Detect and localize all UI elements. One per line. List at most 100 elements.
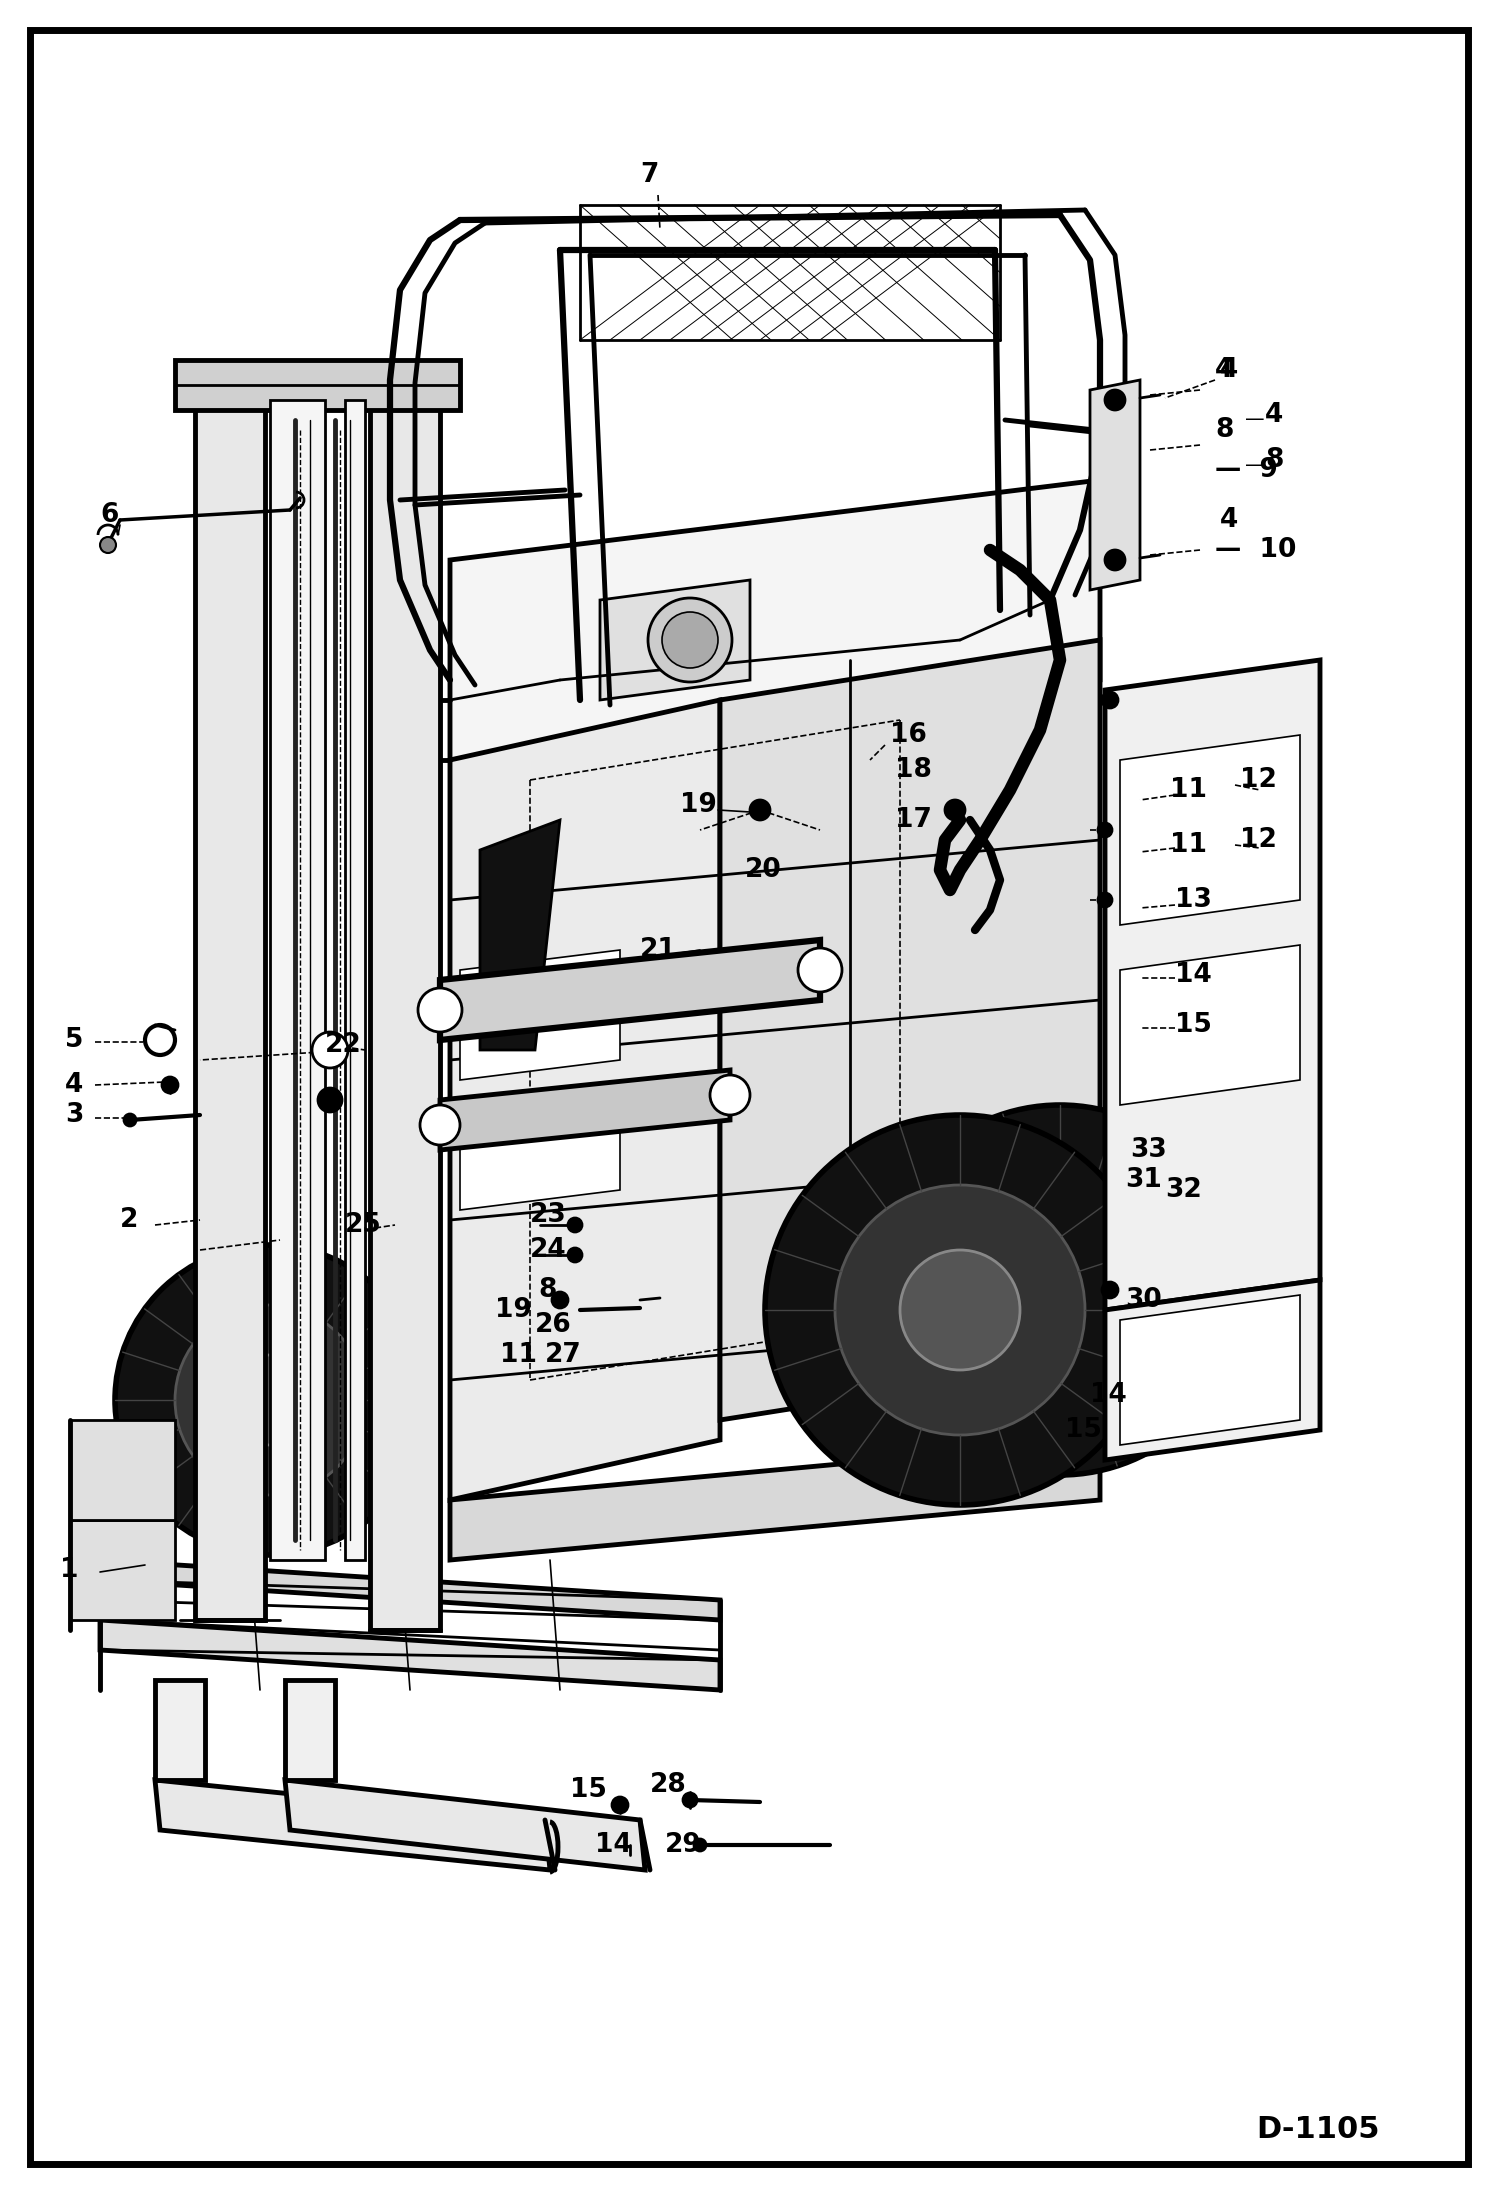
Text: 8: 8: [1215, 417, 1233, 443]
Polygon shape: [1106, 1279, 1320, 1459]
Circle shape: [312, 1031, 348, 1068]
Text: 11: 11: [1170, 777, 1207, 803]
Circle shape: [945, 801, 965, 821]
Circle shape: [694, 1839, 706, 1852]
Text: 28: 28: [650, 1773, 686, 1799]
Polygon shape: [270, 399, 325, 1560]
Text: 5: 5: [64, 1027, 84, 1053]
Text: 6: 6: [100, 502, 118, 529]
Text: D-1105: D-1105: [1257, 2115, 1380, 2144]
Circle shape: [834, 1185, 1085, 1435]
Circle shape: [162, 1077, 178, 1093]
Text: 15: 15: [1174, 1011, 1212, 1038]
Polygon shape: [70, 1420, 175, 1520]
Text: 3: 3: [64, 1101, 84, 1128]
Text: 19: 19: [680, 792, 718, 818]
Circle shape: [115, 1244, 425, 1556]
Polygon shape: [100, 1560, 721, 1619]
Text: 11: 11: [500, 1343, 536, 1369]
Polygon shape: [285, 1681, 336, 1779]
Text: 14: 14: [1091, 1382, 1126, 1409]
Text: 27: 27: [545, 1343, 581, 1369]
Text: —  9: — 9: [1215, 456, 1278, 483]
Circle shape: [875, 1106, 1245, 1474]
Text: 8: 8: [538, 1277, 556, 1303]
Text: 31: 31: [1125, 1167, 1162, 1194]
Circle shape: [649, 599, 733, 682]
Circle shape: [419, 1106, 460, 1145]
Text: 32: 32: [1165, 1176, 1201, 1202]
Polygon shape: [601, 579, 750, 700]
Text: 21: 21: [640, 937, 677, 963]
Text: 14: 14: [1174, 961, 1212, 987]
Polygon shape: [100, 1619, 721, 1689]
Polygon shape: [175, 360, 460, 410]
Text: 23: 23: [530, 1202, 566, 1229]
Text: 24: 24: [530, 1237, 566, 1264]
Polygon shape: [370, 380, 440, 1630]
Text: 11: 11: [1170, 832, 1207, 858]
Circle shape: [124, 1115, 136, 1126]
Text: 4: 4: [1219, 507, 1239, 533]
Text: 25: 25: [345, 1211, 382, 1237]
Circle shape: [683, 1792, 697, 1808]
Polygon shape: [460, 950, 620, 1079]
Text: 4: 4: [1215, 358, 1233, 384]
Polygon shape: [440, 939, 819, 1040]
Text: 19: 19: [494, 1297, 532, 1323]
Circle shape: [100, 538, 115, 553]
Circle shape: [225, 1356, 315, 1446]
Circle shape: [662, 612, 718, 667]
Polygon shape: [1091, 380, 1140, 590]
Circle shape: [900, 1251, 1020, 1369]
Text: 4: 4: [1264, 402, 1284, 428]
Circle shape: [568, 1248, 583, 1262]
Text: 29: 29: [665, 1832, 701, 1858]
Polygon shape: [195, 371, 265, 1619]
Polygon shape: [1106, 660, 1320, 1310]
Circle shape: [750, 801, 770, 821]
Circle shape: [1106, 551, 1125, 570]
Polygon shape: [1121, 946, 1300, 1106]
Polygon shape: [449, 1439, 1100, 1560]
Text: 8: 8: [1264, 448, 1284, 474]
Polygon shape: [345, 399, 366, 1560]
Polygon shape: [1121, 735, 1300, 926]
Circle shape: [1098, 893, 1112, 906]
Polygon shape: [460, 1110, 620, 1211]
Polygon shape: [440, 1071, 730, 1150]
Polygon shape: [449, 700, 721, 1501]
Circle shape: [1103, 1281, 1118, 1299]
Text: 18: 18: [894, 757, 932, 783]
Text: 26: 26: [535, 1312, 572, 1338]
Circle shape: [551, 1292, 568, 1308]
Text: 4: 4: [1219, 358, 1239, 384]
Circle shape: [175, 1305, 366, 1494]
Circle shape: [318, 1088, 342, 1112]
Polygon shape: [70, 1520, 175, 1619]
Circle shape: [710, 1075, 750, 1115]
Polygon shape: [721, 641, 1100, 1420]
Text: 1: 1: [60, 1558, 78, 1584]
Text: 22: 22: [325, 1031, 361, 1058]
Circle shape: [1005, 1235, 1115, 1345]
Circle shape: [798, 948, 842, 992]
Polygon shape: [449, 480, 1100, 759]
Text: —: —: [1245, 456, 1264, 474]
Text: 33: 33: [1129, 1136, 1167, 1163]
Text: 30: 30: [1125, 1288, 1162, 1312]
Polygon shape: [479, 821, 560, 1051]
Circle shape: [418, 987, 461, 1031]
Text: 20: 20: [745, 858, 782, 882]
Text: 4: 4: [64, 1073, 84, 1097]
Polygon shape: [154, 1681, 205, 1779]
Text: 7: 7: [640, 162, 659, 189]
Text: 12: 12: [1240, 827, 1276, 853]
Text: 13: 13: [1174, 886, 1212, 913]
Text: 2: 2: [120, 1207, 138, 1233]
Text: —  10: — 10: [1215, 538, 1296, 564]
Text: —: —: [1245, 410, 1264, 430]
Circle shape: [1106, 391, 1125, 410]
Circle shape: [568, 1218, 583, 1233]
Text: 16: 16: [890, 722, 927, 748]
